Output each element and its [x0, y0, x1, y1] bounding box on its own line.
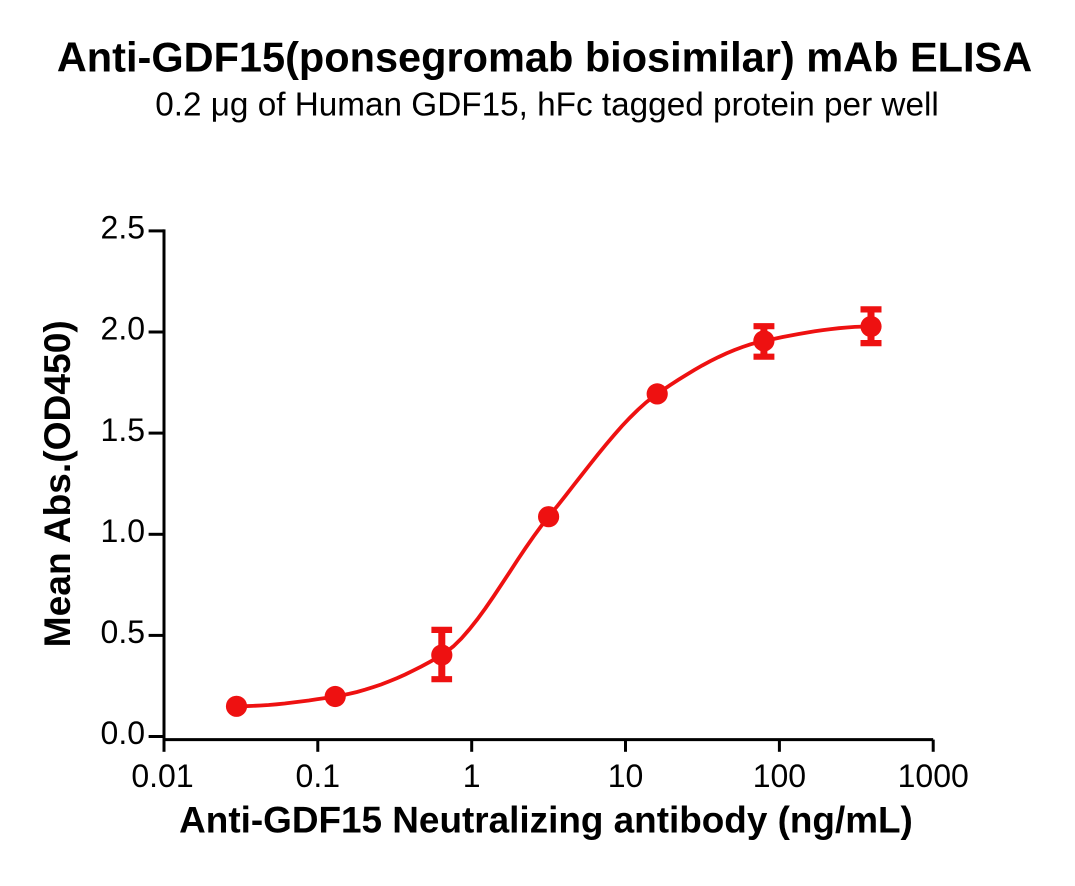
- svg-text:0.0: 0.0: [101, 715, 145, 751]
- svg-text:1: 1: [463, 758, 481, 794]
- svg-text:Mean Abs.(OD450): Mean Abs.(OD450): [36, 320, 78, 647]
- svg-text:0.1: 0.1: [296, 758, 340, 794]
- svg-text:10: 10: [608, 758, 644, 794]
- svg-text:Anti-GDF15 Neutralizing antibo: Anti-GDF15 Neutralizing antibody (ng/mL): [179, 800, 913, 841]
- svg-text:100: 100: [753, 758, 806, 794]
- svg-text:2.5: 2.5: [101, 210, 145, 246]
- svg-text:1000: 1000: [898, 758, 969, 794]
- svg-text:1.0: 1.0: [101, 513, 145, 549]
- svg-text:0.5: 0.5: [101, 614, 145, 650]
- svg-text:1.5: 1.5: [101, 412, 145, 448]
- svg-text:2.0: 2.0: [101, 311, 145, 347]
- svg-text:0.01: 0.01: [131, 758, 193, 794]
- svg-text:Anti-GDF15(ponsegromab biosimi: Anti-GDF15(ponsegromab biosimilar) mAb E…: [57, 34, 1032, 81]
- svg-text:0.2 μg of Human GDF15, hFc tag: 0.2 μg of Human GDF15, hFc tagged protei…: [155, 87, 939, 124]
